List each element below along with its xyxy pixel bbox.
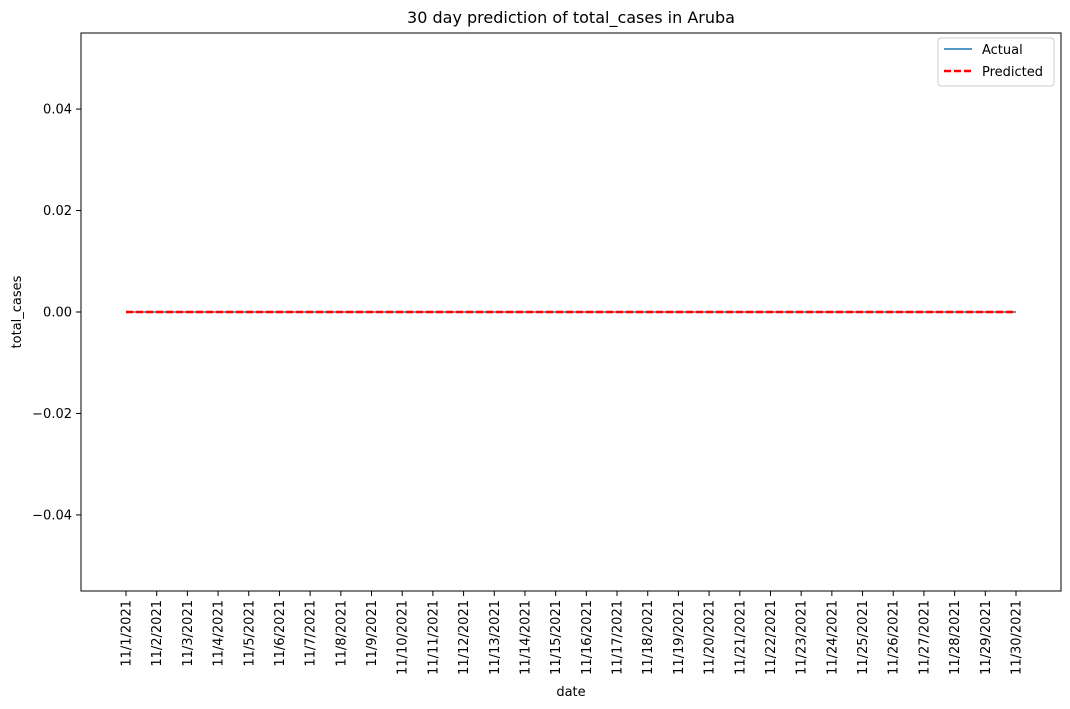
x-tick-label: 11/14/2021 [518,600,533,675]
y-tick-label: −0.04 [32,508,72,523]
x-tick-label: 11/21/2021 [733,600,748,675]
x-tick-label: 11/28/2021 [948,600,963,675]
x-tick-label: 11/30/2021 [1010,600,1025,675]
x-tick-label: 11/18/2021 [641,600,656,675]
x-tick-label: 11/3/2021 [181,600,196,667]
x-tick-label: 11/16/2021 [580,600,595,675]
x-tick-label: 11/8/2021 [334,600,349,667]
x-tick-label: 11/13/2021 [488,600,503,675]
legend: Actual Predicted [937,37,1055,87]
x-tick-label: 11/20/2021 [703,600,718,675]
y-tick-label: 0.00 [43,306,72,321]
x-tick-label: 11/7/2021 [304,600,319,667]
x-tick-label: 11/15/2021 [549,600,564,675]
x-tick-label: 11/19/2021 [672,600,687,675]
x-tick-label: 11/23/2021 [795,600,810,675]
x-tick-label: 11/17/2021 [611,600,626,675]
legend-label-actual: Actual [982,43,1023,58]
x-tick-label: 11/10/2021 [396,600,411,675]
y-tick-label: 0.02 [43,204,72,219]
x-tick-label: 11/12/2021 [457,600,472,675]
y-axis: 0.04 0.02 0.00 −0.02 −0.04 [32,103,81,523]
x-tick-label: 11/2/2021 [150,600,165,667]
x-tick-label: 11/1/2021 [120,600,135,667]
chart-title: 30 day prediction of total_cases in Arub… [407,8,735,28]
x-tick-label: 11/4/2021 [212,600,227,667]
x-tick-label: 11/11/2021 [426,600,441,675]
legend-label-predicted: Predicted [982,65,1043,80]
x-axis: 11/1/2021 11/2/2021 11/3/2021 11/4/2021 11/5… [120,591,1025,675]
x-tick-label: 11/6/2021 [273,600,288,667]
y-tick-label: 0.04 [43,103,72,118]
x-tick-label: 11/9/2021 [365,600,380,667]
x-tick-label: 11/27/2021 [917,600,932,675]
x-tick-label: 11/5/2021 [242,600,257,667]
x-axis-label: date [556,685,585,700]
x-tick-label: 11/25/2021 [856,600,871,675]
x-tick-label: 11/26/2021 [887,600,902,675]
x-tick-label: 11/29/2021 [979,600,994,675]
legend-box [937,37,1055,87]
x-tick-label: 11/22/2021 [764,600,779,675]
x-tick-label: 11/24/2021 [825,600,840,675]
y-axis-label: total_cases [10,275,25,348]
y-tick-label: −0.02 [32,407,72,422]
